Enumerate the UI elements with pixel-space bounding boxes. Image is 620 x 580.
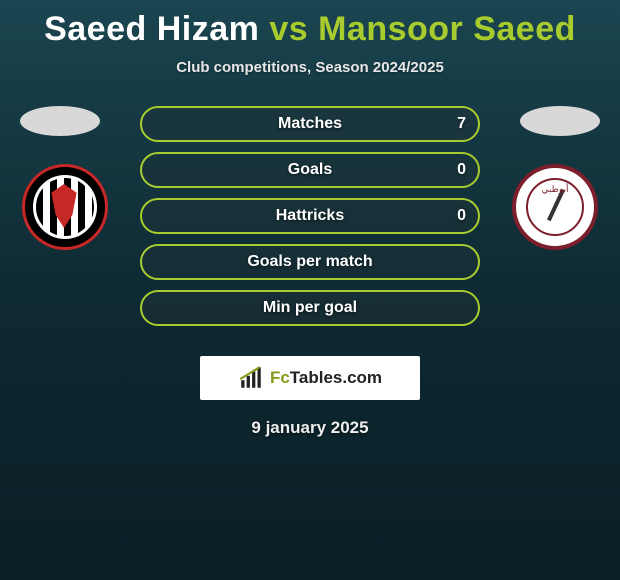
al-wahda-badge-icon xyxy=(526,178,584,236)
stat-right-value: 0 xyxy=(457,161,466,179)
stat-right-value: 7 xyxy=(457,115,466,133)
player2-name: Mansoor Saeed xyxy=(318,10,576,48)
stat-row-matches: Matches 7 xyxy=(140,106,480,142)
content-area: Matches 7 Goals 0 Hattricks 0 Goals per … xyxy=(0,106,620,346)
brand-prefix: Fc xyxy=(270,368,290,387)
player1-avatar-placeholder xyxy=(20,106,100,136)
player1-club-badge xyxy=(22,164,108,250)
vs-text: vs xyxy=(269,10,308,48)
brand-suffix: .com xyxy=(342,368,382,387)
stat-right-value: 0 xyxy=(457,207,466,225)
bar-chart-icon xyxy=(238,365,264,391)
brand-badge: FcTables.com xyxy=(200,356,420,400)
stat-label: Min per goal xyxy=(263,299,357,317)
stat-row-goals-per-match: Goals per match xyxy=(140,244,480,280)
stat-label: Matches xyxy=(278,115,342,133)
player2-club-badge xyxy=(512,164,598,250)
comparison-title: Saeed Hizam vs Mansoor Saeed xyxy=(0,0,620,49)
player2-avatar-placeholder xyxy=(520,106,600,136)
date-text: 9 january 2025 xyxy=(0,418,620,438)
stat-row-goals: Goals 0 xyxy=(140,152,480,188)
stat-label: Goals per match xyxy=(247,253,372,271)
stat-row-hattricks: Hattricks 0 xyxy=(140,198,480,234)
stat-row-min-per-goal: Min per goal xyxy=(140,290,480,326)
player1-name: Saeed Hizam xyxy=(44,10,259,48)
stat-label: Hattricks xyxy=(276,207,344,225)
stats-list: Matches 7 Goals 0 Hattricks 0 Goals per … xyxy=(140,106,480,326)
brand-text: FcTables.com xyxy=(270,368,382,388)
subtitle: Club competitions, Season 2024/2025 xyxy=(0,59,620,76)
stat-label: Goals xyxy=(288,161,332,179)
al-jazira-badge-icon xyxy=(33,175,97,239)
brand-main: Tables xyxy=(290,368,343,387)
